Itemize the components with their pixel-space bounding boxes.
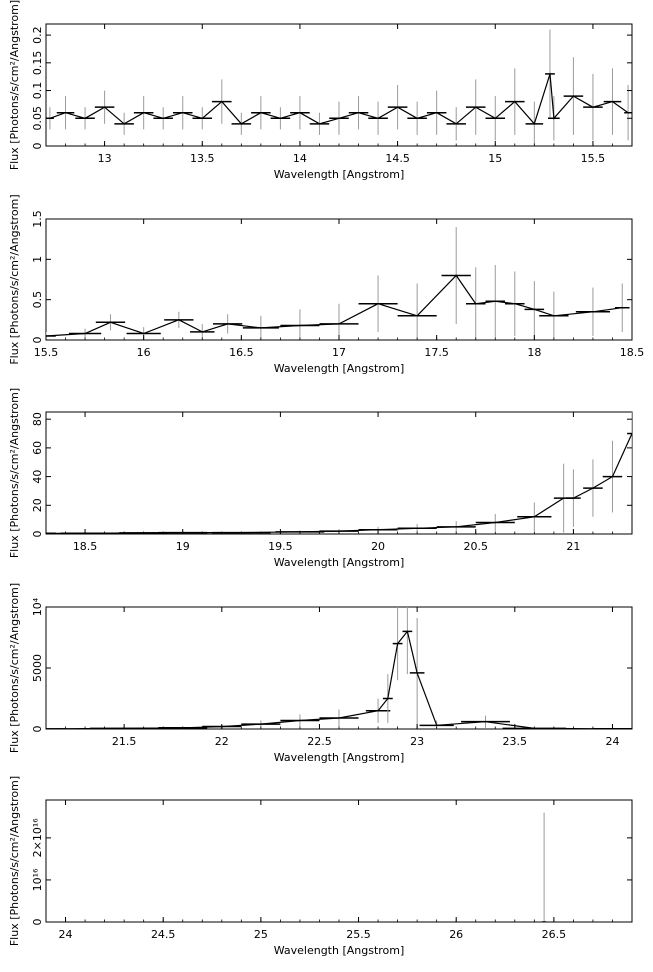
- y-tick-label: 60: [31, 441, 44, 455]
- x-tick-label: 26: [449, 928, 463, 941]
- x-tick-label: 22: [215, 735, 229, 748]
- y-tick-label: 0: [31, 726, 44, 733]
- x-tick-label: 19: [176, 540, 190, 553]
- plot-frame: [45, 411, 633, 535]
- y-tick-label: 2×10¹⁶: [31, 818, 44, 858]
- x-tick-label: 16: [137, 346, 151, 359]
- y-tick-label: 0: [31, 143, 44, 150]
- chart-panel-3: 18.5 19 19.5 20 20.5 21 0 20 40 60 80 Wavelength [A…: [8, 388, 633, 569]
- series-line: [46, 630, 613, 729]
- y-tick-label: 0.2: [31, 26, 44, 44]
- x-axis-title: Wavelength [Angstrom]: [274, 362, 405, 375]
- x-tick-label: 21.5: [112, 735, 137, 748]
- series-data: [46, 607, 632, 729]
- x-tick-label: 18.5: [73, 540, 98, 553]
- series-data: [46, 227, 630, 340]
- x-axis-title: Wavelength [Angstrom]: [274, 556, 405, 569]
- y-axis-title: Flux [Photons/s/cm²/Angstrom]: [8, 194, 21, 364]
- y-tick-label: 0.05: [31, 106, 44, 131]
- series-data: [46, 29, 632, 146]
- y-tick-label: 20: [31, 498, 44, 512]
- x-tick-label: 20.5: [463, 540, 488, 553]
- x-tick-label: 17: [332, 346, 346, 359]
- x-tick-label: 14: [293, 152, 307, 165]
- x-tick-label: 22.5: [307, 735, 332, 748]
- y-tick-label: 0.1: [31, 82, 44, 100]
- y-axis-title: Flux [Photons/s/cm²/Angstrom]: [8, 388, 21, 558]
- series-line: [49, 73, 629, 125]
- x-tick-label: 25.5: [346, 928, 371, 941]
- x-tick-label: 18: [527, 346, 541, 359]
- x-tick-label: 18.5: [620, 346, 645, 359]
- x-axis-title: Wavelength [Angstrom]: [274, 168, 405, 181]
- x-tick-label: 26.5: [542, 928, 567, 941]
- x-tick-label: 23: [410, 735, 424, 748]
- y-tick-label: 40: [31, 470, 44, 484]
- x-tick-label: 19.5: [268, 540, 293, 553]
- x-tick-label: 16.5: [229, 346, 254, 359]
- chart-panel-2: 15.5 16 16.5 17 17.5 18 18.5 0 0.5 1 1.5 Wavelength…: [8, 194, 644, 375]
- x-tick-label: 21: [566, 540, 580, 553]
- y-tick-label: 0.15: [31, 51, 44, 75]
- y-axis-title: Flux [Photons/s/cm²/Angstrom]: [8, 0, 21, 170]
- x-tick-label: 15.5: [581, 152, 606, 165]
- x-tick-label: 17.5: [424, 346, 449, 359]
- x-axis-title: Wavelength [Angstrom]: [274, 944, 405, 957]
- series-line: [46, 274, 623, 337]
- x-tick-label: 23.5: [503, 735, 528, 748]
- x-tick-label: 13.5: [190, 152, 215, 165]
- y-tick-label: 0: [31, 531, 44, 538]
- y-tick-label: 0: [31, 919, 44, 926]
- y-axis-title: Flux [Photons/s/cm²/Angstrom]: [8, 583, 21, 753]
- x-tick-label: 14.5: [385, 152, 410, 165]
- x-tick-label: 24.5: [151, 928, 176, 941]
- x-tick-label: 13: [98, 152, 112, 165]
- chart-panel-5: 24 24.5 25 25.5 26 26.5 0 10¹⁶ 2×10¹⁶ Wavelength …: [8, 776, 633, 957]
- x-tick-label: 20: [371, 540, 385, 553]
- chart-panel-1: 13 13.5 14 14.5 15 15.5 0 0.05 0.1 0.15 0.2 Wavelen…: [8, 0, 633, 181]
- y-tick-label: 0.5: [31, 291, 44, 309]
- x-tick-label: 15.5: [34, 346, 59, 359]
- x-axis-title: Wavelength [Angstrom]: [274, 751, 405, 764]
- x-tick-label: 15: [488, 152, 502, 165]
- y-axis-title: Flux [Photons/s/cm²/Angstrom]: [8, 776, 21, 946]
- y-tick-label: 0: [31, 337, 44, 344]
- x-tick-label: 24: [59, 928, 73, 941]
- series-data: [542, 812, 547, 922]
- y-tick-label: 1: [31, 256, 44, 263]
- y-tick-label: 10¹⁶: [31, 868, 44, 891]
- x-tick-label: 25: [254, 928, 268, 941]
- series-line: [46, 433, 632, 534]
- y-tick-label: 5000: [31, 654, 44, 682]
- y-tick-label: 80: [31, 412, 44, 426]
- y-tick-label: 1.5: [31, 210, 44, 228]
- x-tick-label: 24: [605, 735, 619, 748]
- chart-panel-4: 21.5 22 22.5 23 23.5 24 0 5000 10⁴ Wavelength [An…: [8, 583, 633, 764]
- y-tick-label: 10⁴: [31, 597, 44, 616]
